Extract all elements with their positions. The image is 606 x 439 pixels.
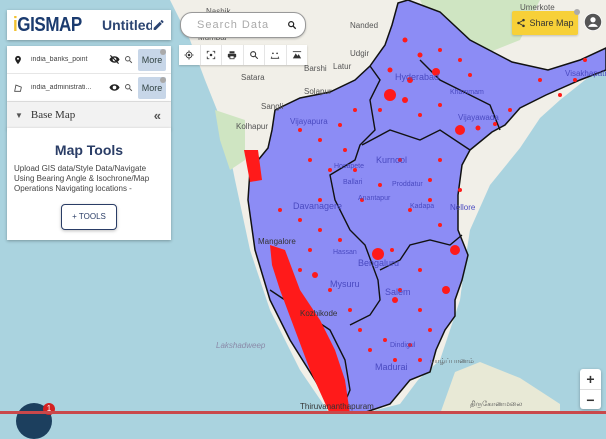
map-label: Sangli	[261, 102, 283, 111]
locate-icon	[184, 50, 194, 60]
map-label: Bengaluru	[358, 258, 399, 268]
map-canvas[interactable]: Nashik Nanded Umerkote Mumbai Udgir Latu…	[0, 0, 606, 414]
zoom-to-layer-icon[interactable]	[124, 83, 133, 92]
kerala-dense-points	[270, 245, 350, 414]
search-input[interactable]	[195, 18, 279, 32]
zoom-search-icon	[249, 51, 258, 60]
map-label: யாழ்ப்பாணம்	[430, 357, 474, 365]
locate-button[interactable]	[179, 45, 201, 65]
layer-name: india_banks_point	[31, 56, 88, 63]
layer-name: india_administrati...	[31, 84, 92, 91]
land-srilanka	[440, 362, 560, 414]
print-button[interactable]	[222, 45, 244, 65]
map-tools-description: Upload GIS data/Style Data/Navigate Usin…	[14, 164, 150, 193]
map-label: Lakshadweep	[216, 341, 266, 350]
map-label: Kozhikode	[300, 309, 338, 318]
layer-more-button[interactable]: More	[138, 48, 166, 71]
map-label: Mysuru	[330, 279, 360, 289]
igismap-logo[interactable]: iGISMAP	[13, 13, 82, 36]
map-label: Proddatur	[392, 181, 423, 188]
elevation-icon	[292, 51, 301, 59]
map-label: Kurnool	[376, 155, 407, 165]
map-label: Udgir	[350, 49, 369, 58]
account-circle-icon	[584, 13, 602, 31]
status-dot	[160, 76, 166, 83]
zoom-controls: + −	[580, 369, 601, 409]
map-label: Nellore	[450, 203, 476, 212]
fullscreen-icon	[206, 50, 215, 60]
map-label: Nashik	[206, 7, 231, 16]
double-chevron-left-icon[interactable]: «	[153, 107, 161, 123]
zoom-out-button[interactable]: −	[586, 392, 595, 408]
map-label: Vijayawada	[458, 113, 499, 122]
map-label: Thiruvananthapuram	[300, 402, 374, 411]
map-label: Kolhapur	[236, 122, 268, 131]
search-bar	[180, 12, 306, 38]
share-icon	[517, 18, 526, 28]
account-button[interactable]	[584, 13, 602, 31]
map-label: Hassan	[333, 249, 357, 256]
share-map-button[interactable]: Share Map	[512, 9, 580, 35]
map-label: Umerkote	[520, 3, 555, 12]
status-dot	[574, 9, 580, 15]
map-label: Mangalore	[258, 237, 296, 246]
measure-button[interactable]	[265, 45, 287, 65]
map-toolbar	[179, 45, 307, 65]
map-tools-title: Map Tools	[54, 142, 124, 158]
project-title[interactable]: Untitled ...	[101, 17, 152, 33]
map-label: Salem	[385, 287, 411, 297]
map-label: Madurai	[375, 362, 408, 372]
layers-panel: india_banks_point More india_administrat…	[7, 46, 171, 102]
search-icon[interactable]	[287, 20, 297, 30]
print-icon	[228, 51, 237, 60]
measure-icon	[271, 52, 280, 59]
basemap-label: Base Map	[30, 109, 76, 121]
eye-off-icon[interactable]	[109, 54, 120, 65]
map-label: Anantapur	[358, 195, 391, 202]
layer-row-administrative[interactable]: india_administrati... More	[7, 74, 171, 102]
bottom-accent-bar	[0, 411, 606, 414]
map-label: Dindigul	[390, 342, 416, 349]
map-tools-panel: Map Tools Upload GIS data/Style Data/Nav…	[7, 128, 171, 240]
map-label: Vijayapura	[290, 117, 328, 126]
layer-more-button[interactable]: More	[138, 76, 166, 99]
header-bar: iGISMAP Untitled ...	[7, 10, 171, 40]
zoom-search-button[interactable]	[244, 45, 265, 65]
elevation-button[interactable]	[287, 45, 308, 65]
polygon-icon	[14, 84, 22, 92]
map-label: Hosapete	[334, 163, 364, 170]
map-label: Kadapa	[410, 203, 434, 210]
map-label: Latur	[333, 62, 352, 71]
fullscreen-button[interactable]	[201, 45, 222, 65]
region-south-india	[247, 0, 606, 414]
map-label: Barshi	[304, 64, 327, 73]
zoom-in-button[interactable]: +	[580, 369, 601, 390]
map-label: Hyderabad	[395, 72, 439, 82]
point-marker-icon	[15, 55, 21, 64]
layer-row-banks[interactable]: india_banks_point More	[7, 46, 171, 74]
add-tools-button[interactable]: + TOOLS	[61, 204, 117, 230]
map-label: Davanagere	[293, 201, 342, 211]
caret-down-icon: ▼	[15, 110, 23, 120]
bank-points	[278, 37, 587, 362]
map-label: Nanded	[350, 21, 378, 30]
map-label: Satara	[241, 73, 265, 82]
pencil-icon[interactable]	[152, 17, 165, 33]
map-label: Solapur	[304, 87, 332, 96]
basemap-toggle[interactable]: ▼ Base Map «	[7, 102, 171, 129]
map-label: Ballari	[343, 179, 363, 186]
map-label: Visakhapatnam	[565, 69, 606, 78]
eye-icon[interactable]	[109, 82, 120, 93]
zoom-to-layer-icon[interactable]	[124, 55, 133, 64]
status-dot	[160, 48, 166, 55]
map-label: திருகோணமலை	[470, 400, 522, 408]
map-label: Khammam	[450, 89, 484, 96]
